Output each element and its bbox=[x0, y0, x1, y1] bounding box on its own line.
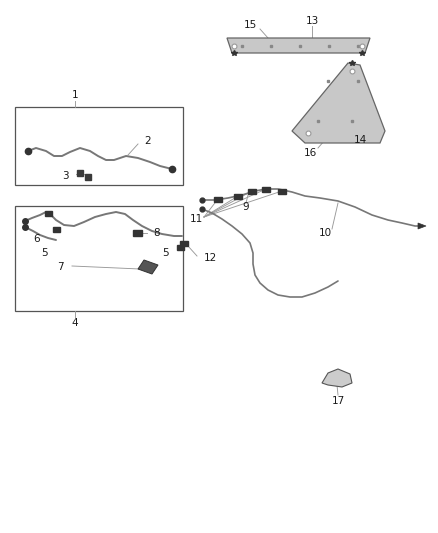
Text: 15: 15 bbox=[244, 20, 257, 30]
Bar bbox=[45, 211, 52, 215]
Polygon shape bbox=[138, 260, 158, 274]
Bar bbox=[234, 193, 242, 198]
Polygon shape bbox=[227, 38, 370, 53]
Text: 11: 11 bbox=[189, 214, 203, 224]
Bar bbox=[248, 189, 256, 193]
Text: 17: 17 bbox=[332, 396, 345, 406]
Bar bbox=[15, 107, 183, 185]
Text: 16: 16 bbox=[304, 148, 317, 158]
Text: 5: 5 bbox=[41, 248, 47, 258]
Text: 14: 14 bbox=[353, 135, 367, 145]
Text: 13: 13 bbox=[305, 16, 318, 26]
Polygon shape bbox=[322, 369, 352, 387]
Polygon shape bbox=[418, 223, 426, 229]
Text: 7: 7 bbox=[57, 262, 64, 272]
Bar bbox=[180, 240, 188, 246]
Text: 5: 5 bbox=[162, 248, 168, 258]
Text: 12: 12 bbox=[203, 253, 217, 263]
Text: 10: 10 bbox=[318, 228, 332, 238]
Bar bbox=[133, 230, 141, 236]
Text: 3: 3 bbox=[62, 171, 68, 181]
Text: 2: 2 bbox=[145, 136, 151, 146]
Bar bbox=[177, 245, 184, 249]
Bar bbox=[53, 227, 60, 231]
Bar bbox=[278, 189, 286, 193]
Polygon shape bbox=[292, 63, 385, 143]
Bar bbox=[15, 206, 183, 311]
Text: 4: 4 bbox=[72, 318, 78, 328]
Text: 8: 8 bbox=[154, 228, 160, 238]
Text: 1: 1 bbox=[72, 90, 78, 100]
Text: 6: 6 bbox=[34, 234, 40, 244]
Bar bbox=[262, 187, 270, 191]
Bar bbox=[214, 197, 222, 201]
Text: 9: 9 bbox=[243, 202, 249, 212]
